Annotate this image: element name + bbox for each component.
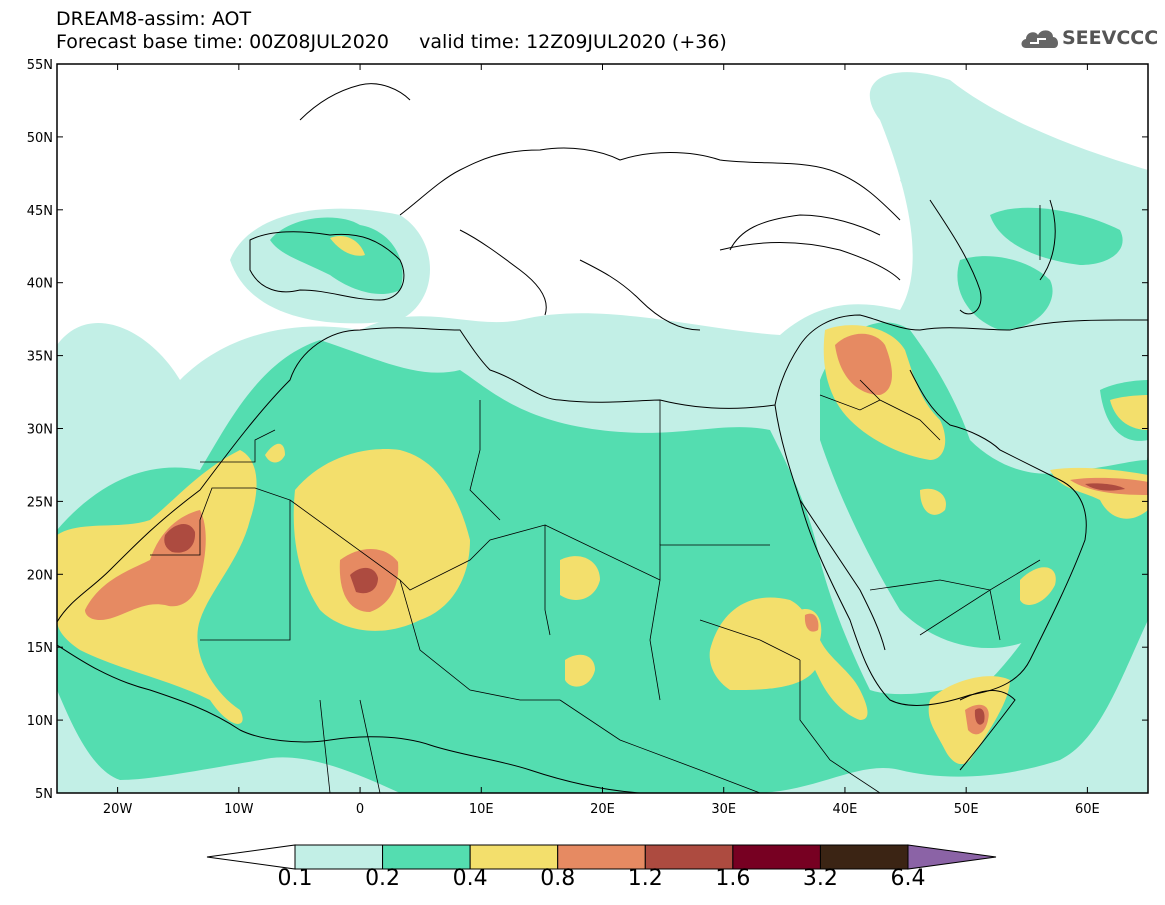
lat-tick-label: 55N (27, 58, 53, 73)
aot-shading (57, 72, 1148, 793)
lat-tick-label: 50N (27, 131, 53, 146)
country-borders (150, 205, 1041, 793)
cloud-logo-icon (1021, 30, 1059, 48)
lat-tick-label: 5N (35, 787, 53, 802)
seevccc-logo: SEEVCCC (1018, 22, 1158, 62)
latitude-ticks: 55N 50N 45N 40N 35N 30N 25N 20N 15N 10N 5N (27, 58, 1148, 802)
lat-tick-label: 35N (27, 350, 53, 365)
map-title: DREAM8-assim: AOT (56, 8, 252, 30)
colorbar-label: 0.8 (540, 866, 576, 891)
lat-tick-label: 15N (27, 641, 53, 656)
lat-tick-label: 10N (27, 714, 53, 729)
aot-level-1-2 (164, 483, 1125, 725)
lon-tick-label: 10E (469, 802, 494, 817)
lat-tick-label: 25N (27, 495, 53, 510)
lon-tick-label: 40E (833, 802, 858, 817)
longitude-ticks: 20W 10W 0 10E 20E 30E 40E 50E 60E (103, 64, 1100, 817)
forecast-time-line: Forecast base time: 00Z08JUL2020 valid t… (56, 31, 727, 53)
lon-tick-label: 50E (954, 802, 979, 817)
colorbar-label: 3.2 (802, 866, 838, 891)
lat-tick-label: 30N (27, 423, 53, 438)
lon-tick-label: 30E (711, 802, 736, 817)
lat-tick-label: 40N (27, 277, 53, 292)
lon-tick-label: 20E (590, 802, 615, 817)
colorbar-label: 0.4 (452, 866, 488, 891)
colorbar-label: 1.6 (715, 866, 751, 891)
colorbar-label: 0.2 (365, 866, 401, 891)
colorbar-label: 1.2 (627, 866, 663, 891)
lon-tick-label: 20W (103, 802, 133, 817)
colorbar-label: 0.1 (277, 866, 313, 891)
lat-tick-label: 45N (27, 204, 53, 219)
logo-text: SEEVCCC (1062, 27, 1159, 49)
colorbar-label: 6.4 (890, 866, 926, 891)
lon-tick-label: 0 (356, 802, 364, 817)
lat-tick-label: 20N (27, 568, 53, 583)
lon-tick-label: 10W (224, 802, 254, 817)
lon-tick-label: 60E (1075, 802, 1100, 817)
coastlines (57, 83, 1148, 793)
